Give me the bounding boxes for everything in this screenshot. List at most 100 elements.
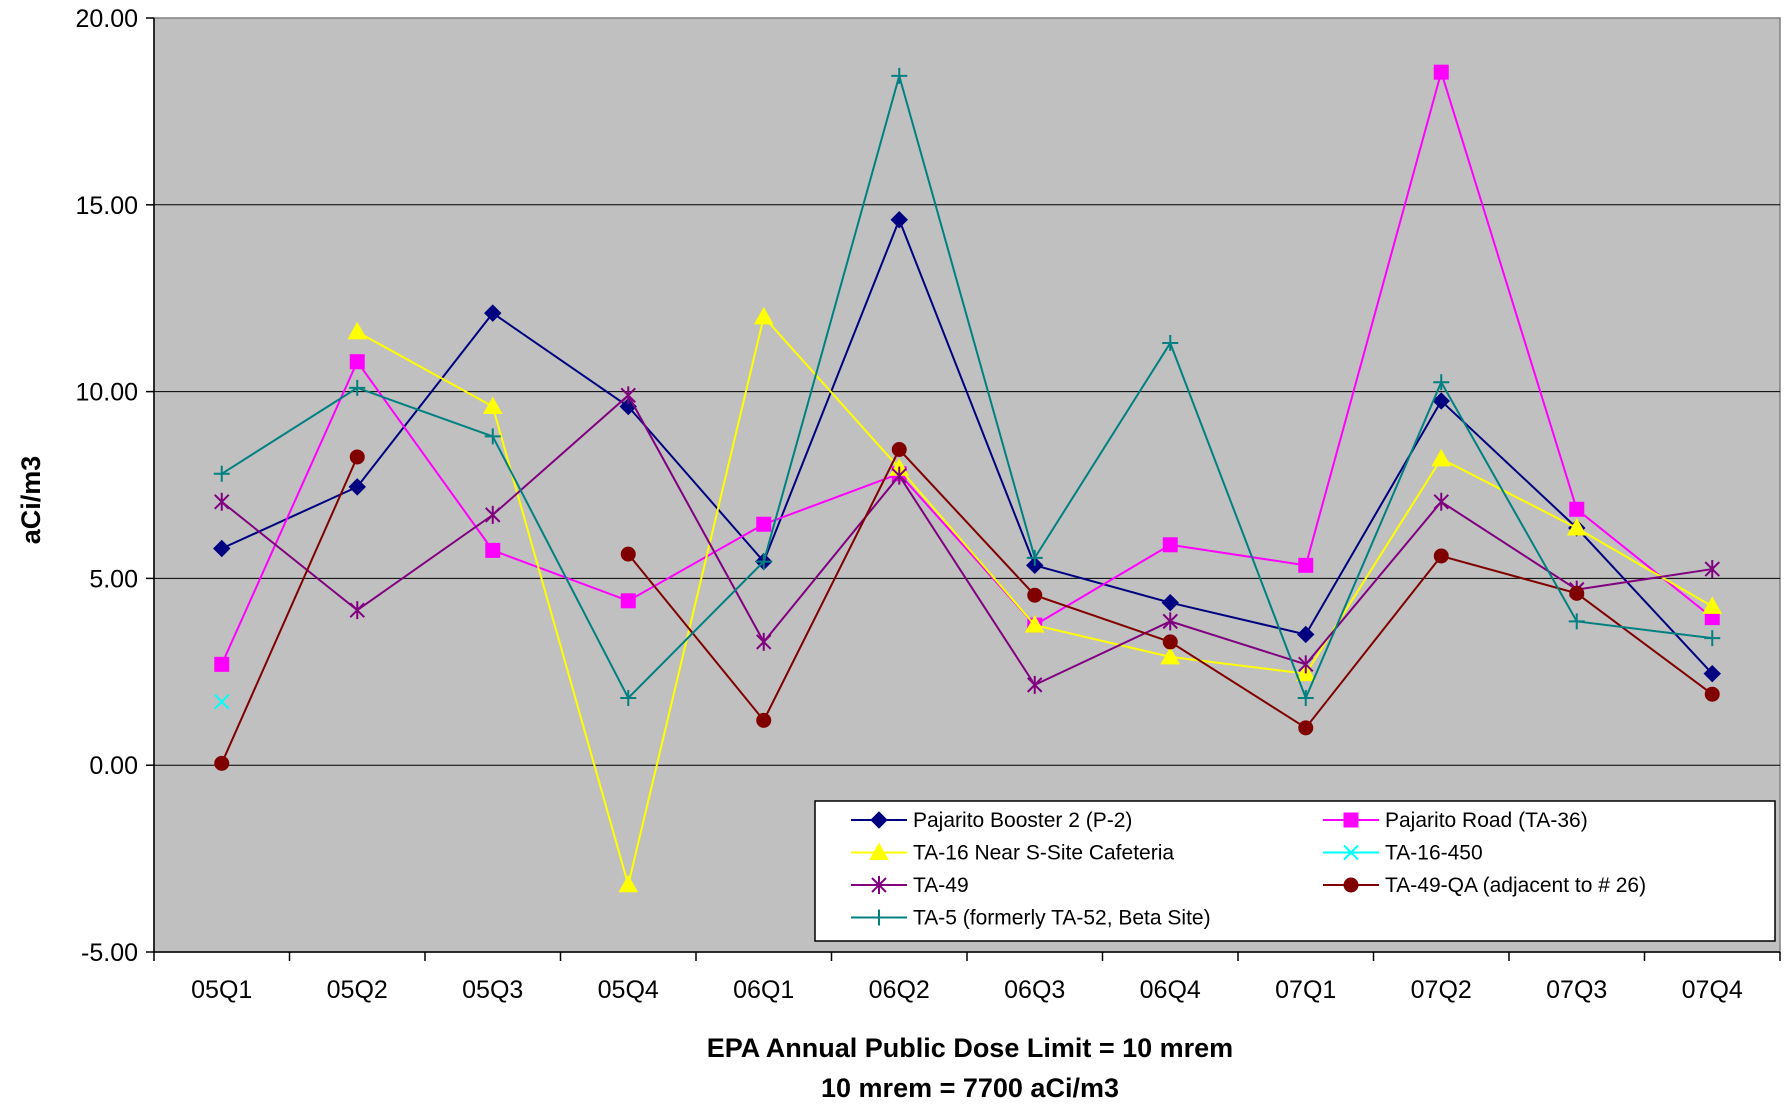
legend-swatch-marker: [1343, 877, 1359, 893]
data-point: [213, 539, 231, 558]
plot-area: [153, 17, 1781, 953]
x-tick-label: 05Q4: [598, 976, 659, 1004]
data-point: [349, 449, 365, 465]
series-line: [220, 68, 1713, 665]
data-point: [1162, 634, 1178, 650]
data-point: [1027, 587, 1043, 603]
data-point: [1704, 630, 1721, 647]
legend-swatch-marker: [870, 811, 888, 829]
data-point: [484, 428, 501, 445]
data-point: [1702, 596, 1723, 614]
legend-label: TA-5 (formerly TA-52, Beta Site): [913, 907, 1211, 930]
data-point: [1703, 664, 1721, 683]
data-point: [620, 593, 636, 609]
legend-item: TA-16-450: [1323, 842, 1483, 865]
data-point: [214, 656, 230, 672]
legend-item: TA-5 (formerly TA-52, Beta Site): [851, 907, 1211, 930]
series-line: [221, 393, 1713, 687]
data-point: [214, 492, 230, 511]
data-point: [891, 67, 908, 84]
x-tick-label: 07Q3: [1546, 976, 1607, 1004]
legend-label: TA-49: [913, 874, 969, 897]
x-tick-label: 05Q1: [191, 976, 252, 1004]
data-point: [618, 874, 639, 893]
data-point: [484, 304, 502, 322]
data-point: [485, 505, 501, 524]
legend-swatch-marker: [871, 909, 887, 926]
data-point: [349, 354, 365, 370]
y-tick-label: 5.00: [89, 565, 138, 593]
x-tick-label: 06Q4: [1140, 976, 1201, 1004]
data-point: [214, 693, 230, 710]
data-point: [1704, 560, 1720, 579]
x-axis-title: EPA Annual Public Dose Limit = 10 mrem: [707, 1033, 1233, 1063]
data-point: [348, 478, 366, 496]
data-point: [1704, 686, 1720, 702]
series-ta-49-qa-adjacent-to-26: [214, 442, 1720, 771]
data-point: [1433, 492, 1449, 511]
data-point: [756, 712, 772, 728]
y-tick-label: 10.00: [75, 379, 138, 407]
data-point: [756, 632, 772, 651]
data-point: [620, 546, 636, 562]
legend-label: TA-49-QA (adjacent to # 26): [1385, 874, 1646, 897]
data-point: [755, 553, 772, 570]
series-line: [221, 72, 1713, 701]
data-point: [1568, 613, 1585, 630]
legend-item: TA-49-QA (adjacent to # 26): [1323, 874, 1646, 897]
data-point: [347, 321, 368, 340]
series-ta-16-450: [214, 693, 230, 710]
data-point: [1433, 374, 1450, 391]
x-tick-label: 07Q4: [1682, 976, 1743, 1004]
x-tick-label: 06Q1: [733, 976, 794, 1004]
x-tick-label: 07Q1: [1275, 976, 1336, 1004]
data-point: [1161, 593, 1179, 612]
axes: -5.00 0.00 5.00 10.00 15.00 20.00 05Q1 05Q2 05Q3…: [75, 5, 1781, 1004]
y-tick-label: 15.00: [75, 192, 138, 220]
data-point: [1162, 612, 1178, 631]
y-tick-label: 0.00: [89, 752, 138, 780]
data-point: [891, 466, 907, 485]
y-tick-label: 20.00: [75, 5, 138, 33]
y-tick-label: -5.00: [81, 939, 138, 967]
data-point: [1026, 549, 1043, 566]
data-point: [753, 306, 774, 325]
data-point: [1569, 501, 1585, 517]
legend-item: Pajarito Booster 2 (P-2): [851, 809, 1132, 832]
data-point: [1162, 537, 1178, 553]
data-point: [1298, 655, 1314, 674]
data-point: [1298, 720, 1314, 736]
legend-label: TA-16-450: [1385, 842, 1483, 865]
data-point: [1160, 646, 1181, 665]
data-point: [214, 755, 230, 771]
data-point: [1433, 548, 1449, 564]
data-point: [213, 465, 230, 482]
legend-item: TA-49: [851, 874, 969, 897]
legend-box: [814, 800, 1776, 942]
data-point: [485, 542, 501, 558]
legend-swatch-marker: [1343, 844, 1359, 861]
data-point: [1027, 675, 1043, 694]
data-point: [482, 396, 503, 415]
data-point: [756, 516, 772, 532]
data-point: [349, 379, 366, 396]
data-point: [891, 442, 907, 458]
data-point: [1024, 615, 1045, 633]
series-ta-5-formerly-ta-52-beta-site: [213, 67, 1721, 706]
data-point: [1297, 689, 1314, 706]
legend-label: Pajarito Road (TA-36): [1385, 809, 1588, 832]
legend-swatch-marker: [871, 876, 887, 894]
data-point: [1297, 625, 1315, 644]
data-point: [349, 601, 365, 620]
x-tick-label: 06Q2: [869, 976, 930, 1004]
series-line: [220, 456, 359, 764]
legend-label: Pajarito Booster 2 (P-2): [913, 809, 1132, 832]
legend-swatch-marker: [869, 842, 889, 860]
legend-item: Pajarito Road (TA-36): [1323, 809, 1588, 832]
x-axis-subtitle: 10 mrem = 7700 aCi/m3: [821, 1073, 1119, 1103]
plot-background: [153, 17, 1781, 953]
x-tick-label: 07Q2: [1411, 976, 1472, 1004]
data-point: [1432, 392, 1450, 410]
data-point: [1569, 585, 1585, 601]
